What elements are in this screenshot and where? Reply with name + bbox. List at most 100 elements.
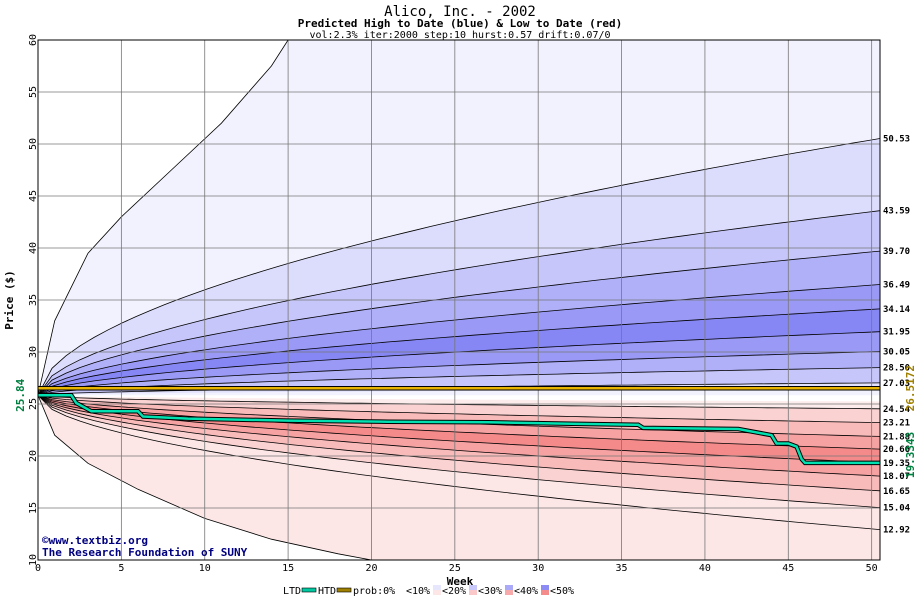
low-band-7 (38, 395, 880, 508)
quantile-end-label: 36.49 (883, 281, 910, 291)
legend-line-swatch (301, 587, 317, 593)
low-band-last (38, 395, 880, 560)
legend-label: <30% (478, 586, 502, 597)
legend-swatch-low (541, 590, 549, 595)
high-band-empty (38, 40, 880, 396)
high-quantile-line (38, 40, 880, 396)
low-band-8 (38, 395, 880, 530)
htd-value-label: 26.5172 (904, 365, 917, 411)
chart-params: vol:2.3% iter:2000 step:10 hurst:0.57 dr… (309, 30, 610, 41)
start-price-label: 25.84 (14, 378, 27, 411)
y-tick-label: 10 (28, 554, 39, 566)
quantile-end-label: 20.66 (883, 445, 910, 455)
quantile-end-label: 16.65 (883, 487, 910, 497)
legend-label: HTD (318, 586, 336, 597)
y-tick-label: 50 (28, 138, 39, 150)
quantile-end-label: 18.07 (883, 472, 910, 482)
quantile-end-label: 31.95 (883, 328, 910, 338)
plot-frame (37, 39, 881, 561)
legend-line-swatch (336, 587, 352, 593)
x-tick-label: 15 (282, 563, 294, 574)
legend-swatch-low (505, 590, 513, 595)
legend-swatch-low (433, 590, 441, 595)
legend: LTD HTD prob:0% <10% <20% <30% <40% <50% (283, 585, 574, 597)
high-band-3 (38, 251, 880, 396)
quantile-end-label: 30.05 (883, 347, 910, 357)
high-band-4 (38, 284, 880, 396)
quantile-end-label: 15.04 (883, 504, 911, 514)
x-tick-label: 40 (699, 563, 711, 574)
x-tick-label: 50 (866, 563, 878, 574)
credit-org: The Research Foundation of SUNY (42, 546, 248, 559)
legend-label: prob:0% (353, 586, 395, 597)
low-quantile-line (38, 394, 880, 492)
low-band-1 (38, 395, 880, 423)
chart-title: Alico, Inc. - 2002 (384, 4, 536, 20)
high-quantile-line (38, 138, 880, 396)
low-quantile-line (38, 395, 880, 530)
quantile-end-label: 39.70 (883, 247, 910, 257)
chart-subtitle: Predicted High to Date (blue) & Low to D… (298, 17, 623, 30)
x-tick-label: 5 (118, 563, 124, 574)
low-quantile-line (38, 394, 880, 477)
legend-swatch-high (541, 585, 549, 590)
low-band-3 (38, 395, 880, 450)
legend-swatch-high (469, 585, 477, 590)
y-tick-label: 25 (28, 398, 39, 410)
legend-label: <50% (550, 586, 574, 597)
low-band-4 (38, 395, 880, 463)
high-quantile-line (38, 367, 880, 396)
quantile-end-label: 12.92 (883, 526, 910, 536)
y-tick-label: 45 (28, 190, 39, 202)
legend-swatch-low (469, 590, 477, 595)
quantile-end-label: 19.35 (883, 459, 910, 469)
x-tick-label: 25 (449, 563, 461, 574)
high-band-7 (38, 351, 880, 396)
x-tick-label: 0 (35, 563, 41, 574)
legend-swatch-high (397, 585, 405, 590)
high-quantile-line (38, 210, 880, 396)
quantile-end-label: 50.53 (883, 134, 910, 144)
x-tick-label: 30 (532, 563, 544, 574)
quantile-end-label: 28.50 (883, 364, 910, 374)
quantile-end-label: 34.14 (883, 305, 911, 315)
y-tick-label: 20 (28, 450, 39, 462)
x-tick-label: 35 (616, 563, 628, 574)
legend-label: <20% (442, 586, 466, 597)
y-tick-label: 30 (28, 346, 39, 358)
quantile-end-label: 21.88 (883, 432, 910, 442)
y-axis-label: Price ($) (3, 270, 16, 330)
legend-label: LTD (283, 586, 301, 597)
legend-swatch-high (505, 585, 513, 590)
quantile-end-label: 24.54 (883, 405, 911, 415)
low-band-empty (38, 395, 880, 560)
low-quantile-line (38, 394, 880, 423)
y-tick-label: 40 (28, 242, 39, 254)
y-tick-label: 60 (28, 34, 39, 46)
x-tick-label: 10 (199, 563, 211, 574)
x-tick-label: 45 (782, 563, 794, 574)
legend-label: <10% (406, 586, 430, 597)
high-quantile-line (38, 308, 880, 396)
quantile-end-label: 27.03 (883, 379, 910, 389)
y-tick-label: 35 (28, 294, 39, 306)
legend-swatch-low (397, 590, 405, 595)
high-quantile-line (38, 351, 880, 396)
x-axis-label: Week (447, 575, 474, 588)
high-band-2 (38, 210, 880, 396)
legend-label: <40% (514, 586, 538, 597)
quantile-end-label: 23.21 (883, 419, 910, 429)
low-quantile-line (38, 394, 880, 508)
y-tick-label: 55 (28, 86, 39, 98)
plot-clip-group (38, 40, 880, 560)
high-quantile-line (38, 250, 880, 396)
quantile-end-label: 43.59 (883, 207, 910, 217)
low-band-0 (38, 395, 880, 409)
credit-url: ©www.textbiz.org (42, 534, 148, 547)
low-band-6 (38, 395, 880, 491)
high-band-1 (38, 138, 880, 396)
high-band-5 (38, 308, 880, 396)
plot-area: 0 5 10 15 20 25 30 35 40 45 50 10 15 20 25 30 35 40 45 50 55… (14, 34, 917, 574)
low-quantile-line (38, 394, 880, 410)
